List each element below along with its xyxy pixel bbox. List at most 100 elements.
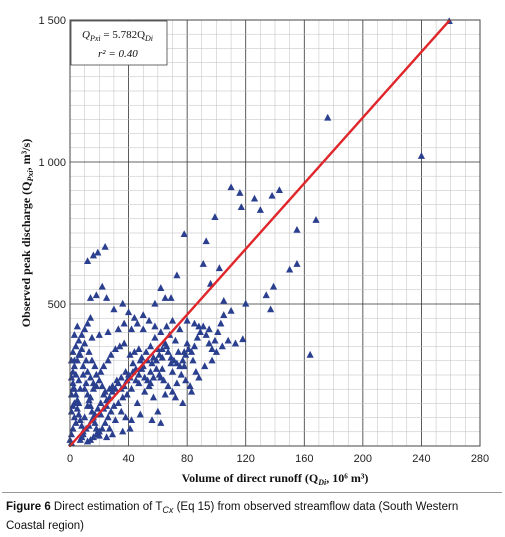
data-point: [122, 413, 130, 421]
data-point: [110, 402, 118, 409]
data-point: [202, 237, 210, 245]
data-point: [217, 319, 225, 327]
data-point: [160, 376, 168, 384]
x-tick-label: 80: [181, 453, 193, 465]
data-point: [237, 203, 245, 211]
data-point: [103, 294, 111, 301]
data-point: [83, 367, 92, 375]
data-point: [139, 325, 147, 333]
data-point: [86, 314, 95, 321]
data-point: [202, 331, 210, 338]
x-axis-ticks: 0 40 80 120 160 200 240 280: [67, 453, 489, 465]
data-point: [69, 379, 77, 387]
data-point: [239, 335, 247, 343]
data-point: [127, 416, 136, 424]
data-point: [151, 322, 159, 330]
data-point: [124, 308, 133, 316]
data-point: [138, 365, 146, 372]
data-point: [130, 314, 139, 321]
data-point: [79, 362, 87, 370]
data-point: [190, 342, 199, 350]
data-point: [82, 379, 90, 387]
x-tick-label: 0: [67, 453, 73, 465]
data-point: [89, 251, 98, 259]
data-point: [262, 291, 270, 299]
data-point: [231, 339, 240, 347]
data-point: [149, 393, 158, 401]
data-point: [76, 436, 84, 443]
data-point: [155, 350, 163, 358]
data-point: [220, 296, 228, 304]
data-point: [142, 348, 150, 355]
data-point: [250, 194, 259, 202]
data-point: [183, 316, 191, 324]
data-point: [168, 387, 177, 395]
data-point: [236, 189, 244, 196]
caption-text-pre: Direct estimation of T: [50, 501, 163, 513]
data-point: [104, 413, 112, 421]
data-point: [196, 328, 204, 335]
data-point: [179, 356, 187, 364]
data-point: [73, 322, 81, 330]
data-point: [293, 260, 301, 267]
data-point: [127, 385, 136, 392]
data-point: [91, 362, 99, 370]
data-point: [199, 322, 207, 330]
data-point: [227, 306, 235, 314]
data-point: [70, 413, 78, 421]
data-point: [129, 359, 137, 367]
data-point: [120, 319, 128, 327]
data-point: [256, 206, 264, 213]
data-point: [88, 407, 96, 415]
x-tick-label: 40: [122, 453, 134, 465]
data-point: [101, 243, 109, 250]
data-point: [72, 419, 80, 426]
data-point: [152, 356, 160, 364]
data-point: [97, 410, 105, 418]
data-point: [154, 407, 162, 415]
y-tick-label: 500: [48, 299, 66, 311]
data-point: [70, 399, 78, 406]
data-point: [72, 342, 80, 350]
data-point: [148, 359, 156, 367]
data-point: [148, 416, 156, 424]
data-point: [85, 348, 93, 355]
data-points: [66, 17, 453, 446]
data-point: [208, 345, 216, 353]
data-point: [182, 376, 190, 384]
data-point: [83, 257, 92, 264]
data-point: [267, 305, 275, 313]
data-point: [69, 424, 77, 432]
data-point: [98, 382, 106, 389]
data-point: [78, 421, 86, 429]
data-point: [95, 331, 103, 338]
data-point: [111, 416, 119, 424]
equation-text: QPxi = 5.782QDi: [82, 29, 153, 43]
data-point: [127, 325, 136, 333]
data-point: [69, 385, 77, 392]
data-point: [133, 319, 141, 327]
data-point: [138, 353, 146, 361]
data-point: [158, 345, 166, 353]
data-point: [103, 433, 111, 441]
y-tick-label: 1 000: [38, 157, 66, 169]
data-point: [94, 248, 102, 256]
caption-divider: [2, 492, 502, 493]
data-point: [208, 356, 216, 364]
data-point: [94, 404, 102, 412]
data-point: [157, 419, 165, 426]
data-point: [75, 336, 83, 344]
data-point: [126, 424, 134, 432]
data-point: [86, 373, 95, 381]
data-point: [119, 427, 127, 435]
data-point: [104, 328, 112, 335]
data-point: [168, 316, 177, 324]
data-point: [69, 348, 77, 355]
x-tick-label: 280: [471, 453, 489, 465]
data-point: [81, 325, 89, 333]
data-point: [92, 382, 100, 389]
data-point: [183, 339, 191, 347]
data-point: [145, 316, 153, 324]
annotation-box: [70, 20, 168, 66]
data-point: [215, 264, 223, 272]
